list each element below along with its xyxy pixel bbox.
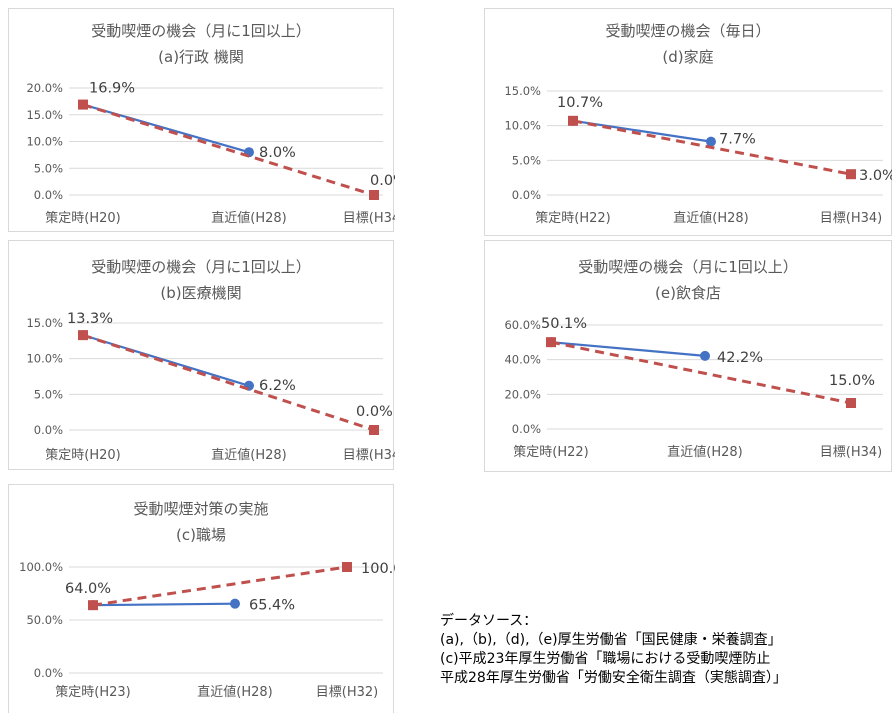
target-point-marker bbox=[846, 398, 856, 408]
data-label: 50.1% bbox=[541, 316, 587, 332]
x-tick-label: 直近値(H28) bbox=[673, 210, 748, 226]
y-tick-label: 60.0% bbox=[504, 318, 541, 332]
y-tick-label: 50.0% bbox=[26, 613, 63, 627]
y-tick-label: 15.0% bbox=[26, 108, 63, 122]
data-label: 65.4% bbox=[249, 598, 295, 614]
target-point-marker bbox=[78, 330, 88, 341]
chart-title: 受動喫煙の機会（月に1回以上） bbox=[91, 258, 311, 276]
target-point-marker bbox=[342, 562, 352, 572]
chart-subtitle: (c)職場 bbox=[176, 526, 226, 544]
x-tick-label: 目標(H34) bbox=[820, 211, 882, 226]
actual-series-line bbox=[82, 103, 250, 154]
chart-panel-c: 受動喫煙対策の実施 (c)職場 100.0% 50.0% 0.0% 策定時(H23) 直… bbox=[8, 484, 395, 713]
target-series-line bbox=[550, 340, 852, 405]
chart-svg-b: 15.0% 10.0% 5.0% 0.0% 策定時(H20) 直近値(H28) 目標(H34… bbox=[26, 311, 395, 463]
chart-panel-b: 受動喫煙の機会（月に1回以上） (b)医療機関 15.0% 10.0% 5.0% 0.… bbox=[8, 240, 395, 470]
y-tick-label: 10.0% bbox=[26, 135, 63, 149]
source-heading: データソース： bbox=[440, 613, 538, 629]
y-tick-label: 100.0% bbox=[19, 560, 63, 574]
y-tick-label: 10.0% bbox=[504, 119, 541, 133]
actual-series-line bbox=[550, 341, 706, 357]
data-label: 10.7% bbox=[557, 95, 603, 111]
data-label: 8.0% bbox=[259, 145, 296, 161]
chart-title: 受動喫煙の機会（月に1回以上） bbox=[91, 22, 311, 40]
target-point-marker bbox=[78, 99, 88, 110]
y-tick-label: 0.0% bbox=[34, 423, 63, 437]
data-label: 100.0% bbox=[361, 561, 395, 577]
target-point-marker bbox=[369, 190, 379, 200]
actual-point-marker bbox=[230, 598, 240, 609]
actual-series-line bbox=[82, 334, 250, 387]
target-point-marker bbox=[568, 115, 578, 126]
target-point-marker bbox=[846, 169, 856, 180]
actual-point-marker bbox=[706, 136, 716, 147]
y-tick-label: 0.0% bbox=[512, 188, 541, 202]
data-label: 64.0% bbox=[65, 581, 111, 597]
data-label: 15.0% bbox=[829, 373, 875, 389]
data-label: 6.2% bbox=[259, 378, 296, 394]
chart-svg-d: 15.0% 10.0% 5.0% 0.0% 策定時(H22) 直近値(H28) 目標(H34… bbox=[504, 84, 892, 226]
chart-subtitle: (e)飲食店 bbox=[655, 284, 721, 302]
data-label: 7.7% bbox=[719, 132, 756, 148]
data-label: 0.0% bbox=[356, 404, 393, 420]
data-label: 0.0% bbox=[370, 173, 395, 189]
x-tick-label: 目標(H34) bbox=[343, 448, 395, 463]
target-series-line bbox=[82, 103, 375, 197]
y-tick-label: 5.0% bbox=[512, 153, 541, 167]
x-tick-label: 策定時(H22) bbox=[513, 444, 588, 460]
x-tick-label: 目標(H34) bbox=[820, 445, 882, 460]
chart-title: 受動喫煙対策の実施 bbox=[133, 500, 269, 518]
x-tick-label: 目標(H34) bbox=[343, 211, 395, 226]
x-tick-label: 策定時(H20) bbox=[45, 447, 120, 463]
chart-svg-a: 20.0% 15.0% 10.0% 5.0% 0.0% 策定時(H20) 直近値(H28) 目… bbox=[26, 81, 395, 226]
x-tick-label: 目標(H32) bbox=[316, 685, 378, 700]
x-tick-label: 直近値(H28) bbox=[211, 210, 286, 226]
chart-title: 受動喫煙の機会（毎日） bbox=[605, 22, 771, 40]
target-point-marker bbox=[369, 425, 379, 435]
y-tick-label: 15.0% bbox=[26, 316, 63, 330]
target-series-line bbox=[82, 333, 375, 432]
data-label: 42.2% bbox=[717, 350, 763, 366]
chart-title: 受動喫煙の機会（月に1回以上） bbox=[578, 258, 798, 276]
chart-subtitle: (b)医療機関 bbox=[160, 284, 242, 302]
data-label: 13.3% bbox=[67, 311, 113, 327]
chart-svg-e: 60.0% 40.0% 20.0% 0.0% 策定時(H22) 直近値(H28) 目標(H3… bbox=[504, 316, 883, 460]
data-label: 16.9% bbox=[89, 81, 135, 97]
chart-panel-e: 受動喫煙の機会（月に1回以上） (e)飲食店 60.0% 40.0% 20.0% 0.… bbox=[484, 240, 892, 472]
data-label: 3.0% bbox=[859, 168, 892, 184]
y-tick-label: 0.0% bbox=[34, 666, 63, 680]
y-tick-label: 0.0% bbox=[512, 422, 541, 436]
target-series-line bbox=[572, 119, 852, 176]
x-tick-label: 策定時(H22) bbox=[535, 210, 610, 226]
source-line-3: 平成28年厚生労働省「労働安全衛生調査（実態調査）」 bbox=[440, 670, 787, 686]
x-tick-label: 直近値(H28) bbox=[667, 444, 742, 460]
chart-subtitle: (d)家庭 bbox=[662, 48, 714, 66]
x-tick-label: 直近値(H28) bbox=[211, 447, 286, 463]
chart-panel-d: 受動喫煙の機会（毎日） (d)家庭 15.0% 10.0% 5.0% 0.0% 策定時(… bbox=[484, 8, 892, 236]
source-line-2: (c)平成23年厚生労働省「職場における受動喫煙防止 bbox=[440, 651, 771, 667]
chart-panel-a: 受動喫煙の機会（月に1回以上） (a)行政 機関 20.0% 15.0% 10.0%… bbox=[8, 8, 395, 232]
chart-subtitle: (a)行政 機関 bbox=[158, 48, 244, 66]
y-tick-label: 20.0% bbox=[26, 81, 63, 95]
y-tick-label: 20.0% bbox=[504, 387, 541, 401]
y-tick-label: 40.0% bbox=[504, 353, 541, 367]
source-line-1: (a),（b),（d),（e)厚生労働省「国民健康・栄養調査」 bbox=[440, 632, 782, 648]
y-tick-label: 10.0% bbox=[26, 352, 63, 366]
y-tick-label: 5.0% bbox=[34, 387, 63, 401]
x-tick-label: 策定時(H20) bbox=[45, 210, 120, 226]
y-tick-label: 5.0% bbox=[34, 161, 63, 175]
chart-svg-c: 100.0% 50.0% 0.0% 策定時(H23) 直近値(H28) 目標(H32) 64… bbox=[19, 560, 395, 700]
target-point-marker bbox=[88, 600, 98, 611]
y-tick-label: 15.0% bbox=[504, 84, 541, 98]
actual-series-line bbox=[92, 602, 236, 607]
target-point-marker bbox=[546, 337, 556, 348]
data-source-note: データソース： (a),（b),（d),（e)厚生労働省「国民健康・栄養調査」 … bbox=[440, 612, 892, 688]
target-series-line bbox=[92, 565, 348, 607]
x-tick-label: 策定時(H23) bbox=[55, 684, 130, 700]
x-tick-label: 直近値(H28) bbox=[197, 684, 272, 700]
y-tick-label: 0.0% bbox=[34, 188, 63, 202]
actual-point-marker bbox=[700, 350, 710, 361]
